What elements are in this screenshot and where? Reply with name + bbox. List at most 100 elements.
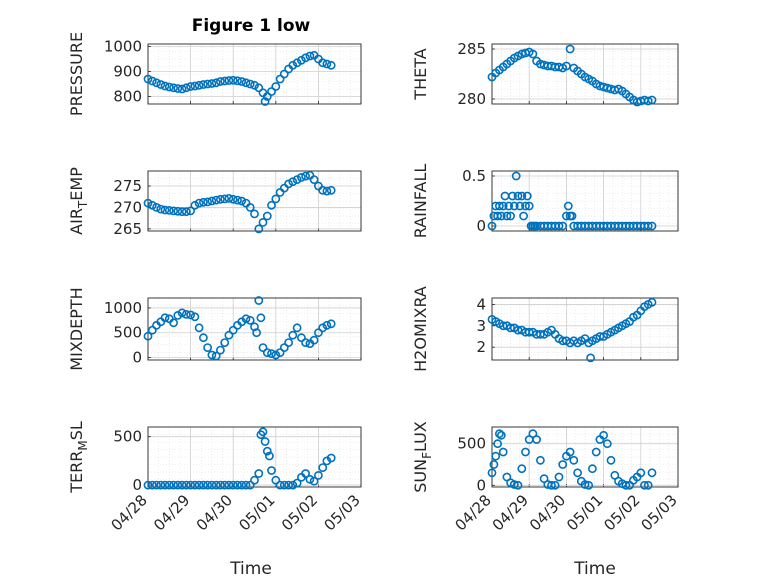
data-point [647, 95, 657, 105]
data-point [284, 179, 293, 189]
data-point [491, 451, 501, 461]
data-point [207, 350, 217, 360]
x-tick-label: 04/28 [108, 491, 151, 534]
data-point [152, 480, 161, 490]
data-point [643, 221, 653, 231]
data-point [550, 480, 560, 490]
data-point [288, 60, 298, 70]
data-point [250, 80, 259, 90]
axes-box [147, 426, 362, 488]
data-point [262, 211, 272, 221]
data-point [220, 76, 230, 86]
data-point [233, 195, 242, 205]
subplot-third-right: 2 3 4 H2OMIXRA [411, 286, 679, 372]
data-point [262, 92, 272, 101]
subplot-second-right: 0 0.5 RAINFALL [411, 164, 679, 238]
data-point [309, 335, 319, 345]
data-point [284, 480, 293, 490]
y-tick-label: 500 [457, 435, 486, 453]
data-point [517, 464, 527, 474]
data-point [326, 60, 336, 70]
data-point [643, 480, 653, 490]
x-tick-label: 05/03 [638, 491, 681, 534]
y-tick-label: 265 [113, 220, 142, 238]
data-point [558, 460, 568, 469]
y-tick-label: 285 [457, 40, 486, 58]
data-point [489, 460, 499, 469]
y-axis-label: THETA [411, 48, 430, 100]
data-point [245, 202, 255, 212]
data-point [190, 81, 200, 91]
data-point [256, 313, 266, 323]
data-point [262, 446, 272, 456]
data-point [288, 330, 298, 340]
data-point [194, 323, 204, 333]
data-point [591, 447, 601, 457]
subplot-top-right: 280 285 THETA [411, 40, 679, 108]
data-point [156, 80, 166, 89]
data-point [275, 348, 285, 357]
data-point [487, 221, 497, 231]
data-point [215, 194, 225, 204]
data-point [254, 296, 264, 305]
data-point [309, 476, 319, 486]
data-point [143, 480, 153, 490]
data-point [147, 480, 157, 490]
data-point [220, 194, 230, 204]
data-point [292, 478, 302, 488]
data-point [284, 338, 293, 347]
x-tick-label: 04/30 [526, 491, 569, 534]
data-point [498, 201, 508, 211]
x-axis-label-right: Time [573, 559, 616, 579]
data-point [237, 480, 247, 490]
data-point [586, 353, 595, 363]
data-point [190, 312, 200, 322]
data-point [211, 78, 221, 88]
y-tick-label: 1000 [104, 299, 142, 317]
data-point [224, 193, 234, 203]
data-point [288, 480, 298, 490]
subplot-third-left: 0 500 1000 MIXDEPTH [67, 287, 362, 371]
data-point [156, 480, 166, 490]
data-point [264, 451, 274, 461]
data-point [494, 429, 504, 439]
data-point [496, 430, 506, 440]
data-point [169, 480, 178, 490]
data-point [506, 211, 515, 221]
data-point [173, 84, 183, 93]
data-point [254, 469, 264, 478]
data-point [511, 171, 521, 181]
data-point [521, 201, 530, 211]
data-point [156, 204, 166, 214]
y-tick-label: 0.5 [462, 167, 486, 185]
data-point [245, 480, 255, 490]
y-axis-label: H2OMIXRA [411, 286, 430, 372]
data-point [237, 77, 247, 86]
data-point [215, 77, 225, 86]
data-point [580, 480, 590, 489]
data-point [279, 69, 289, 79]
data-point [233, 480, 242, 490]
data-point [203, 197, 212, 207]
data-point [190, 200, 200, 210]
y-tick-label: 500 [113, 428, 142, 446]
data-point [522, 191, 532, 201]
data-point [250, 209, 259, 219]
y-tick-label: 0 [476, 476, 486, 494]
y-tick-label: 1000 [104, 38, 142, 56]
data-point [160, 480, 170, 490]
data-point [215, 345, 225, 355]
y-tick-label: 280 [457, 90, 486, 108]
data-point [198, 333, 208, 343]
data-point [602, 439, 612, 449]
data-point [309, 175, 319, 184]
data-point [554, 221, 564, 231]
data-point [508, 191, 517, 201]
data-point [275, 480, 285, 490]
data-point [267, 87, 276, 96]
x-tick-label: 04/29 [489, 491, 532, 534]
data-point [143, 74, 153, 84]
axes-box [491, 297, 679, 361]
panels-group: 800 900 1000 PRESSURE 280 285 THETA 265 270 275 AI… [67, 32, 681, 534]
data-point [322, 320, 332, 330]
